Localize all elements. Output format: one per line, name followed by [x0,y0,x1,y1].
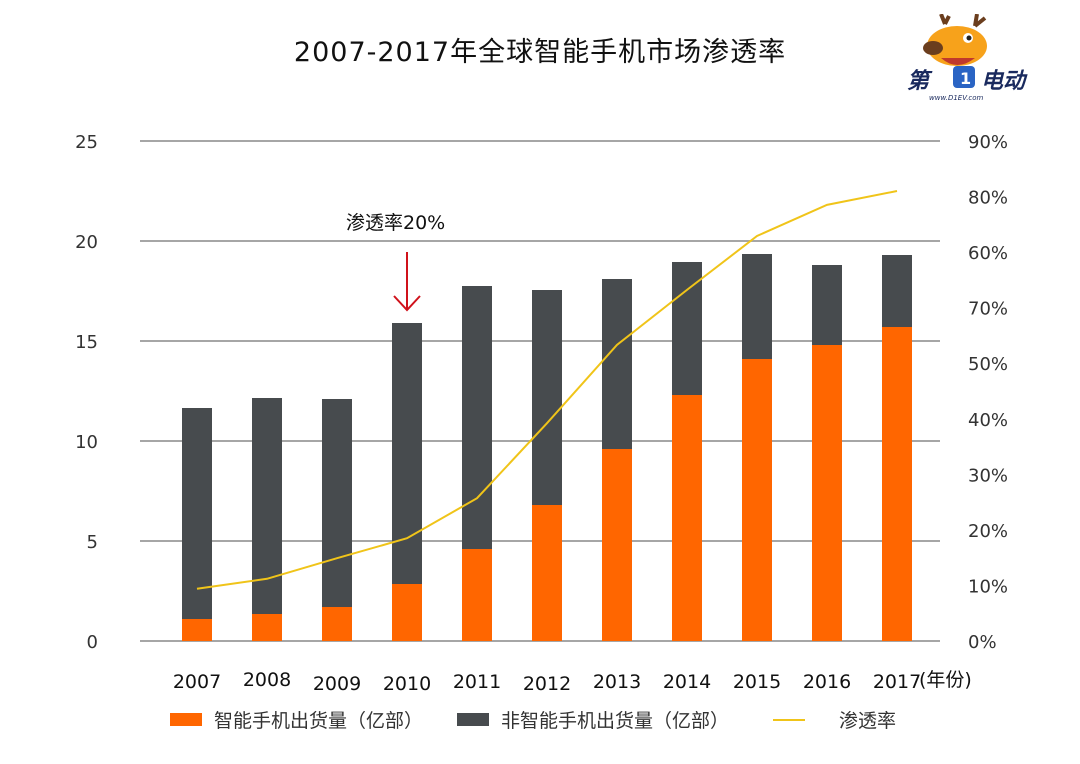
x-tick-label: 2017 [873,671,921,693]
bar-feature-phone [742,254,772,359]
bar-feature-phone [532,290,562,505]
left-tick-label: 25 [75,132,98,153]
legend: 智能手机出货量（亿部） 非智能手机出货量（亿部） 渗透率 [170,706,930,733]
right-tick-label: 20% [968,521,1008,542]
bar-smartphone [882,327,912,641]
arrow-down-icon [393,295,421,312]
bar-feature-phone [182,408,212,619]
right-tick-label: 30% [968,465,1008,486]
bar-smartphone [602,449,632,641]
svg-text:1: 1 [960,69,971,88]
x-tick-label: 2010 [383,673,431,695]
x-tick-label: 2007 [173,671,221,693]
x-tick-label: 2014 [663,671,711,693]
bar-feature-phone [392,323,422,584]
legend-item-penetration: 渗透率 [763,706,896,733]
x-axis-ticks: 2007 2008 2009 2010 2011 2012 2013 2014 2015 2016… [173,669,972,695]
legend-item-smartphone: 智能手机出货量（亿部） [170,706,423,733]
annotation-label: 渗透率20% [346,212,446,234]
legend-swatch-penetration [773,718,806,721]
chart-title: 2007-2017年全球智能手机市场渗透率 [293,37,787,68]
bar-smartphone [462,549,492,641]
x-tick-label: 2011 [453,671,501,693]
bar-feature-phone [602,279,632,449]
bar-smartphone [532,505,562,641]
penetration-line-layer [196,190,898,590]
d1ev-logo: 1 第 电动 www.D1EV.com [905,13,1040,104]
right-tick-label: 60% [968,243,1008,264]
legend-swatch-smartphone [170,713,202,726]
bar-smartphone [812,345,842,641]
svg-text:第: 第 [907,68,933,94]
legend-label-penetration: 渗透率 [839,710,897,732]
x-tick-label: 2013 [593,671,641,693]
right-tick-label: 80% [968,188,1008,209]
bar-smartphone [252,614,282,641]
bar-smartphone [182,619,212,641]
right-tick-label: 40% [968,410,1008,431]
x-tick-label: 2012 [523,673,571,695]
bar-smartphone [672,395,702,641]
left-axis-ticks: 25 20 15 10 5 0 [75,132,98,653]
x-tick-label: 2016 [803,671,851,693]
bar-smartphone [392,584,422,641]
legend-label-feature-phone: 非智能手机出货量（亿部） [501,710,730,732]
annotation-arrow-layer [393,252,421,312]
legend-label-smartphone: 智能手机出货量（亿部） [214,710,424,732]
x-tick-label: 2008 [243,669,291,691]
legend-swatch-feature-phone [457,713,490,726]
left-tick-label: 15 [75,332,98,353]
svg-text:电动: 电动 [981,69,1028,94]
right-tick-label: 0% [968,632,997,653]
right-tick-label: 10% [968,576,1008,597]
bar-feature-phone [322,399,352,607]
left-tick-label: 0 [87,632,98,653]
bar-smartphone [742,359,772,641]
bar-feature-phone [462,286,492,549]
x-tick-label: 2015 [733,671,781,693]
left-tick-label: 20 [75,232,98,253]
legend-item-feature-phone: 非智能手机出货量（亿部） [457,706,729,733]
bar-feature-phone [882,255,912,327]
left-tick-label: 5 [87,532,98,553]
bars [182,254,912,641]
right-tick-label: 90% [968,132,1008,153]
right-tick-label: 50% [968,354,1008,375]
bar-feature-phone [672,262,702,395]
left-tick-label: 10 [75,432,98,453]
x-tick-label: 2009 [313,673,361,695]
deer-mascot-icon: 1 第 电动 www.D1EV.com [907,13,1028,102]
x-axis-unit-label: (年份) [919,669,972,691]
right-axis-ticks: 90% 80% 60% 70% 50% 40% 30% 20% 10% 0% [968,132,1008,653]
svg-text:www.D1EV.com: www.D1EV.com [929,94,984,102]
right-tick-label: 70% [968,299,1008,320]
bar-feature-phone [812,265,842,345]
bar-feature-phone [252,398,282,614]
bar-smartphone [322,607,352,641]
